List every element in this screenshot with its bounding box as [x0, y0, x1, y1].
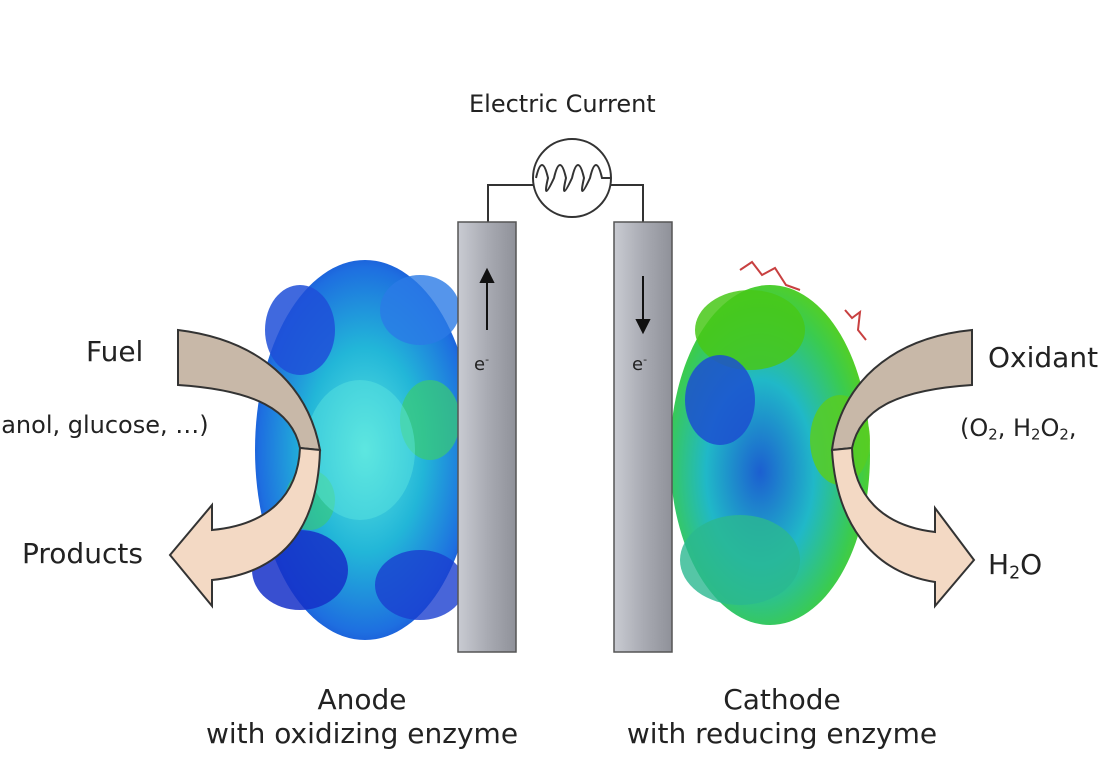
electron-up-arrow: [479, 267, 495, 330]
lamp-icon: [532, 138, 612, 218]
oxidant-label: Oxidant: [988, 341, 1099, 374]
cofactor-molecule: [739, 260, 867, 341]
anode-subtitle: with oxidizing enzyme: [205, 716, 519, 750]
products-out-arrow: [168, 446, 322, 609]
cathode-title: Cathode: [723, 683, 841, 716]
circuit-wire: [487, 184, 644, 222]
cathode-electron-label: e-: [632, 353, 648, 375]
fuel-examples-label: hanol, glucose, …): [0, 411, 209, 439]
water-out-arrow: [830, 446, 976, 609]
products-label: Products: [22, 537, 143, 570]
water-label: H2O: [988, 548, 1043, 584]
cathode-subtitle: with reducing enzyme: [626, 716, 938, 750]
anode-electron-label: e-: [474, 353, 490, 375]
oxidant-examples-label: (O2, H2O2,: [960, 414, 1077, 444]
electron-down-arrow: [635, 276, 651, 335]
fuel-label: Fuel: [86, 335, 144, 368]
anode-enzyme: [252, 260, 475, 640]
cathode-caption: Cathode with reducing enzyme: [612, 683, 952, 750]
anode-title: Anode: [317, 683, 407, 716]
anode-caption: Anode with oxidizing enzyme: [192, 683, 532, 750]
electric-current-label: Electric Current: [469, 90, 656, 118]
